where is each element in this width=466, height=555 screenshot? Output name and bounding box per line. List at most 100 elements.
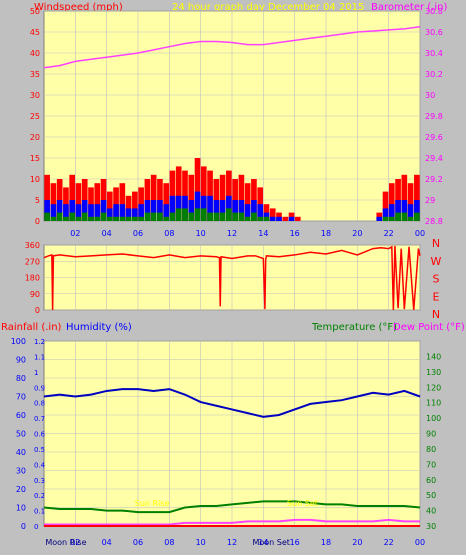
wind-bar-low	[200, 208, 207, 221]
wind-bar-gust	[388, 183, 395, 221]
wind-bar-low	[219, 212, 226, 221]
barometer-y-tick: 29.6	[425, 133, 443, 142]
temperature-y-tick: 120	[426, 383, 441, 392]
wind-bar-low	[100, 212, 107, 221]
wind-bar-low	[69, 212, 76, 221]
wind-x-tick: 18	[321, 229, 331, 238]
wind-bar-average	[50, 204, 57, 221]
wind-bar-average	[56, 200, 63, 221]
wind-bar-low	[132, 216, 138, 221]
humidity-y-tick: 90	[16, 356, 26, 365]
wind-bar-low	[163, 216, 170, 221]
temperature-series-line	[43, 500, 421, 514]
humidity-axis-title: Humidity (%)	[66, 322, 132, 333]
wind-bar-average	[382, 208, 389, 221]
wind-bar-low	[407, 216, 414, 221]
wind-x-axis: 02 04 06 08 10 12 14 16 18 20 22 00	[70, 229, 425, 238]
temperature-y-axis: 30 40 50 60 70 80 90 100 110 120 130 140	[426, 352, 441, 531]
wind-bar-average	[106, 208, 113, 221]
wind-bar-average	[150, 200, 157, 221]
wind-bar-gust	[294, 216, 301, 221]
wind-bar-average	[125, 208, 132, 221]
wind-bar-low	[395, 212, 401, 221]
temperature-y-tick: 80	[426, 445, 436, 454]
wind-x-tick: 16	[290, 229, 300, 238]
barometer-y-tick: 30.4	[425, 49, 443, 58]
rainfall-y-tick: 1.1	[34, 353, 45, 361]
wind-bar-average	[244, 204, 251, 221]
wind-bar-gust	[50, 183, 57, 221]
wind-y-tick: 5	[35, 196, 40, 205]
graph-title: 24 hour graph day	[172, 2, 265, 13]
wind-bar-average	[238, 200, 245, 221]
compass-letter: W	[431, 255, 442, 268]
temp-x-tick: 20	[352, 538, 362, 547]
wind-bar-low	[169, 212, 176, 221]
wind-bar-low	[81, 212, 88, 221]
wind-x-tick: 14	[258, 229, 268, 238]
wind-bar-gust	[238, 174, 245, 221]
direction-grid	[44, 244, 421, 311]
temperature-y-tick: 130	[426, 368, 441, 377]
wind-bar-gust	[200, 166, 207, 221]
wind-bar-average	[232, 200, 238, 221]
wind-bar-gust	[150, 174, 157, 221]
wind-bar-average	[169, 195, 176, 221]
wind-y-tick: 20	[30, 133, 40, 142]
dewpoint-axis-title: Dew Point (°F)	[393, 322, 465, 333]
rainfall-y-tick: 0.3	[34, 477, 45, 485]
wind-bar-gust	[219, 174, 226, 221]
wind-x-tick: 04	[102, 229, 112, 238]
graph-date: December 04 2015	[268, 2, 364, 13]
barometer-y-tick: 29.2	[425, 175, 443, 184]
wind-bar-average	[219, 200, 226, 221]
wind-x-tick: 10	[196, 229, 206, 238]
wind-bar-average	[44, 200, 50, 221]
wind-bar-average	[113, 204, 119, 221]
wind-bar-gust	[69, 174, 76, 221]
wind-y-tick: 40	[30, 49, 40, 58]
humidity-y-tick: 100	[11, 337, 26, 346]
rainfall-y-tick: 0.9	[34, 384, 45, 392]
rainfall-y-tick: 0.5	[34, 446, 45, 454]
wind-bar-gust	[132, 191, 138, 221]
wind-bar-low	[263, 216, 270, 221]
wind-bar-average	[69, 200, 76, 221]
humidity-y-tick: 80	[16, 374, 26, 383]
wind-bar-low	[44, 212, 50, 221]
wind-bar-gust	[119, 183, 126, 221]
compass-letter: N	[432, 308, 440, 321]
rainfall-y-tick: 0.2	[34, 492, 45, 500]
wind-bar-average	[388, 204, 395, 221]
temp-lines	[43, 388, 421, 527]
compass-letter: S	[433, 273, 440, 286]
wind-bar-low	[251, 212, 257, 221]
wind-bar-average	[163, 204, 170, 221]
wind-bar-low	[125, 216, 132, 221]
temp-x-tick: 08	[164, 538, 174, 547]
barometer-y-tick: 30.8	[425, 7, 443, 16]
wind-bar-average	[119, 204, 126, 221]
wind-bar-gust	[194, 158, 201, 221]
humidity-y-tick: 30	[16, 467, 26, 476]
wind-bar-low	[88, 216, 94, 221]
direction-y-tick: 90	[30, 290, 40, 299]
wind-y-tick: 35	[30, 70, 40, 79]
barometer-y-tick: 28.8	[425, 217, 443, 226]
wind-bar-low	[119, 216, 126, 221]
humidity-y-tick: 60	[16, 411, 26, 420]
wind-bar-low	[194, 208, 201, 221]
wind-bar-low	[75, 216, 82, 221]
temperature-y-tick: 60	[426, 476, 436, 485]
wind-bar-low	[144, 212, 151, 221]
wind-bar-average	[132, 208, 138, 221]
wind-bar-gust	[75, 183, 82, 221]
direction-y-tick: 0	[35, 306, 40, 315]
barometer-y-axis: 28.8 29 29.2 29.4 29.6 29.8 30 30.2 30.4 30.6 30.8	[425, 7, 443, 226]
wind-bar-low	[213, 212, 220, 221]
temp-x-tick: 22	[384, 538, 394, 547]
direction-line	[43, 245, 421, 311]
wind-x-tick: 12	[227, 229, 237, 238]
wind-bar-average	[157, 200, 163, 221]
